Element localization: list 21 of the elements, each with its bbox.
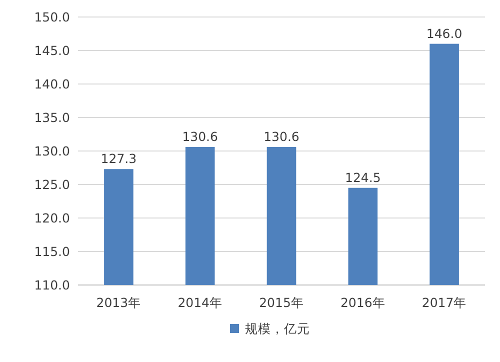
- data-label: 130.6: [182, 128, 218, 144]
- x-tick-label: 2013年: [96, 295, 142, 310]
- y-tick-label: 120.0: [34, 210, 70, 226]
- x-tick-label: 2014年: [178, 295, 223, 310]
- x-tick-label: 2016年: [340, 295, 386, 310]
- legend-label: 规模，亿元: [245, 321, 310, 336]
- data-label: 127.3: [100, 151, 137, 166]
- y-tick-label: 145.0: [34, 43, 70, 58]
- y-tick-label: 130.0: [34, 144, 70, 158]
- legend: 规模，亿元: [230, 321, 310, 336]
- y-tick-label: 135.0: [34, 110, 70, 125]
- y-tick-label: 150.0: [34, 10, 70, 24]
- data-label: 130.6: [264, 128, 300, 144]
- y-tick-label: 140.0: [34, 76, 70, 92]
- y-tick-label: 125.0: [34, 177, 70, 192]
- data-label: 124.5: [345, 170, 381, 185]
- x-tick-label: 2015年: [259, 295, 304, 310]
- x-tick-label: 2017年: [422, 295, 467, 310]
- y-tick-label: 115.0: [34, 244, 70, 259]
- y-tick-label: 110.0: [34, 278, 70, 292]
- data-label: 146.0: [426, 26, 462, 41]
